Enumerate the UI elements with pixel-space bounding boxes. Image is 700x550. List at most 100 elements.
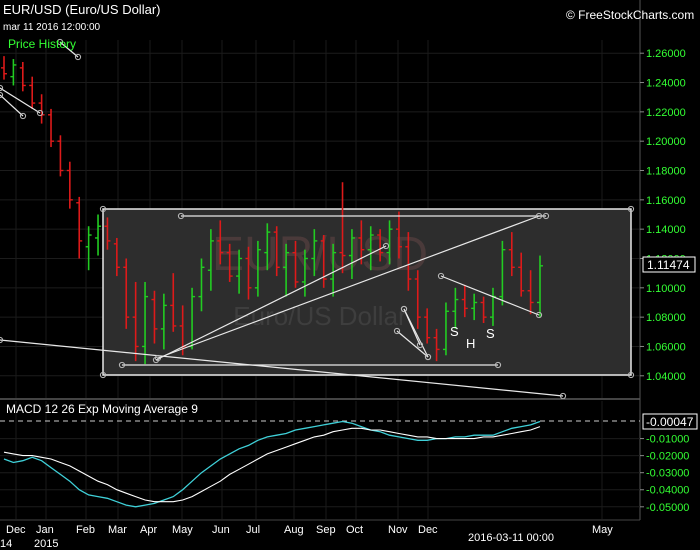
ohlc-bar: [367, 226, 374, 271]
ohlc-bar: [245, 246, 252, 300]
last-price-tag: [642, 256, 696, 273]
ohlc-bar: [283, 243, 290, 297]
trendline-handle[interactable]: [0, 336, 4, 344]
brand-label: © FreeStockCharts.com: [566, 8, 694, 22]
trendline-handle[interactable]: [0, 84, 4, 92]
chart-datetime: mar 11 2016 12:00:00: [3, 22, 101, 33]
macd-last-value: -0.00047: [646, 415, 694, 429]
box-handle[interactable]: [99, 205, 107, 213]
ohlc-bar: [104, 217, 111, 250]
ohlc-bar: [76, 196, 83, 259]
trendline-handle[interactable]: [0, 91, 4, 99]
ohlc-bar: [226, 243, 233, 282]
trendline-handle[interactable]: [424, 353, 432, 361]
ohlc-bar: [442, 302, 449, 356]
x-tick-label-month: Dec: [418, 524, 438, 536]
ohlc-bar: [217, 220, 224, 265]
trendline-handle[interactable]: [36, 109, 44, 117]
pattern-label-left-shoulder: S: [450, 324, 459, 339]
trendline-handle[interactable]: [535, 212, 543, 220]
price-tick-label: 1.26000: [646, 48, 686, 60]
ohlc-bar: [358, 220, 365, 265]
ohlc-bar: [311, 229, 318, 277]
pattern-label-head: H: [466, 336, 475, 351]
ohlc-bar: [132, 281, 139, 362]
trendline[interactable]: [0, 339, 564, 397]
x-tick-label-month: Dec: [6, 524, 26, 536]
macd-y-axis[interactable]: -0.01000 -0.02000 -0.03000 -0.04000 -0.05000: [640, 434, 689, 514]
ohlc-bar: [330, 243, 337, 297]
box-handle[interactable]: [627, 205, 635, 213]
trendline[interactable]: [403, 308, 421, 346]
x-axis[interactable]: Dec Jan Feb Mar Apr May Jun Jul Aug Sep Oct Nov Dec M…: [0, 524, 613, 550]
trendline[interactable]: [155, 245, 387, 361]
ohlc-bar: [395, 211, 402, 259]
ohlc-bar: [405, 232, 412, 291]
trendline[interactable]: [0, 87, 41, 114]
trendline[interactable]: [157, 215, 540, 359]
x-tick-label-month: May: [592, 524, 613, 536]
ohlc-bar: [254, 240, 261, 297]
ohlc-bar: [339, 182, 346, 274]
ohlc-bar: [57, 135, 64, 177]
trendline-handle[interactable]: [56, 38, 64, 46]
ohlc-bar: [377, 229, 384, 262]
trendline[interactable]: [0, 94, 24, 117]
trendline-handle[interactable]: [74, 53, 82, 61]
macd-tick-label: -0.01000: [646, 434, 689, 446]
trendline[interactable]: [396, 330, 429, 358]
signal-line: [3, 426, 541, 503]
trendline-handle[interactable]: [416, 341, 424, 349]
price-tick-label: 1.16000: [646, 195, 686, 207]
box-handle[interactable]: [99, 371, 107, 379]
ohlc-bar: [142, 281, 149, 365]
macd-tick-label: -0.03000: [646, 468, 689, 480]
x-tick-label-month: Oct: [346, 524, 363, 536]
ohlc-bar: [95, 214, 102, 256]
x-tick-label-month: Feb: [76, 524, 95, 536]
ohlc-bar: [48, 108, 55, 148]
ohlc-bar: [424, 308, 431, 344]
cursor-date-label: 2016-03-11 00:00: [468, 532, 554, 544]
trendline-handle[interactable]: [542, 212, 550, 220]
trendline-handle[interactable]: [382, 242, 390, 250]
price-tick-label: 1.08000: [646, 312, 686, 324]
watermark-symbol: EUR/USD: [212, 228, 428, 281]
price-tick-label: 1.04000: [646, 371, 686, 383]
ohlc-bar: [85, 226, 92, 271]
x-tick-label-month: Mar: [108, 524, 127, 536]
ohlc-bar: [301, 249, 308, 297]
ohlc-bar: [207, 229, 214, 291]
trendline-handle[interactable]: [437, 272, 445, 280]
trendline-handle[interactable]: [19, 112, 27, 120]
trendline-handle[interactable]: [118, 361, 126, 369]
box-handle[interactable]: [627, 371, 635, 379]
x-tick-label-month: Nov: [388, 524, 408, 536]
x-tick-label-year: 2015: [34, 538, 58, 550]
trendline-handle[interactable]: [393, 327, 401, 335]
trendline-handle[interactable]: [152, 356, 160, 364]
trendline[interactable]: [59, 41, 79, 58]
ohlc-bar: [264, 223, 271, 271]
trendline-handle[interactable]: [494, 361, 502, 369]
ohlc-bar: [151, 290, 158, 344]
ohlc-bar: [527, 270, 534, 315]
trendline-handle[interactable]: [177, 212, 185, 220]
trendline-handle[interactable]: [535, 311, 543, 319]
trendline-handle[interactable]: [400, 305, 408, 313]
macd-indicator-label[interactable]: MACD 12 26 Exp Moving Average 9: [6, 402, 198, 416]
x-tick-label-month: Jan: [36, 524, 54, 536]
consolidation-box[interactable]: [102, 208, 632, 376]
ohlc-bar: [113, 237, 120, 277]
trendlines[interactable]: [0, 38, 635, 400]
x-tick-label-month: Jun: [212, 524, 230, 536]
ohlc-bar: [273, 226, 280, 277]
trendline[interactable]: [440, 275, 540, 316]
ohlc-bar: [66, 161, 73, 209]
price-tick-label: 1.14000: [646, 224, 686, 236]
price-history-label[interactable]: Price History: [8, 37, 76, 51]
ohlc-bar: [198, 258, 205, 312]
ohlc-bar: [19, 61, 26, 92]
macd-tick-label: -0.05000: [646, 502, 689, 514]
